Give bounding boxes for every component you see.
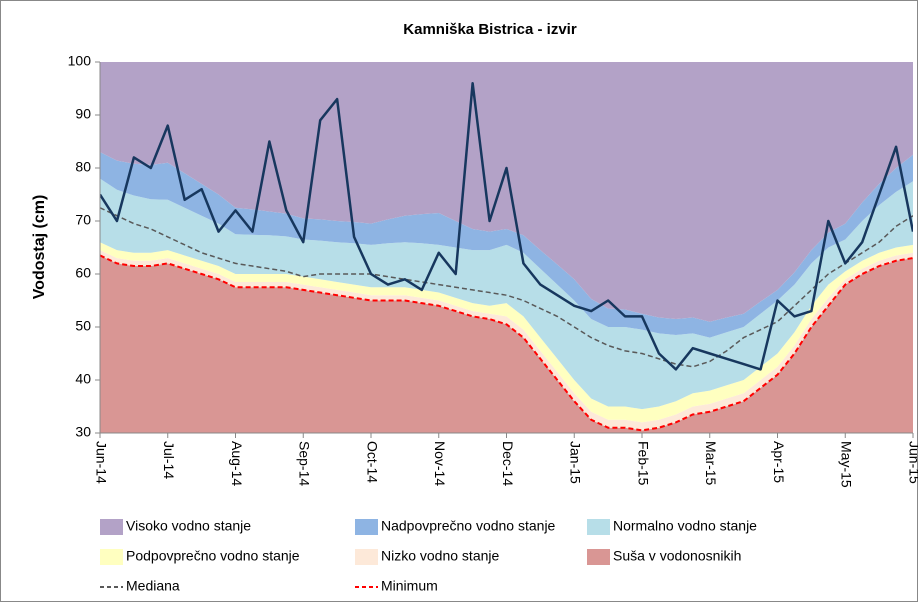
- x-tick-label: Dec-14: [500, 441, 516, 486]
- x-tick-label: Jun-15: [906, 441, 918, 484]
- legend-swatch: [100, 519, 123, 535]
- y-tick-label: 70: [75, 212, 91, 228]
- y-tick-label: 90: [75, 106, 91, 122]
- legend-label: Normalno vodno stanje: [613, 518, 757, 534]
- area-band: [100, 255, 913, 433]
- area-band: [100, 242, 913, 423]
- x-tick-label: Mar-15: [703, 441, 719, 486]
- legend-swatch: [587, 549, 610, 565]
- x-tick-label: Oct-14: [364, 441, 380, 483]
- y-tick-label: 60: [75, 265, 91, 281]
- reference-line: [100, 207, 913, 368]
- legend-swatch: [587, 519, 610, 535]
- x-tick-label: Jul-14: [161, 441, 177, 479]
- reference-line: [100, 254, 913, 432]
- y-tick-label: 30: [75, 424, 91, 440]
- plot-area: [100, 62, 913, 433]
- legend-label: Suša v vodonosnikih: [613, 548, 741, 564]
- area-band: [100, 178, 913, 410]
- water-level-line: [100, 81, 913, 371]
- area-band: [100, 152, 913, 338]
- x-tick-label: May-15: [839, 441, 855, 488]
- legend-swatch: [355, 519, 378, 535]
- y-tick-label: 40: [75, 371, 91, 387]
- x-tick-label: Apr-15: [771, 441, 787, 483]
- area-band: [100, 62, 913, 322]
- x-tick-label: Sep-14: [297, 441, 313, 486]
- axes: 30 40 50 60 70 80 90 100 Jun-14 Jul-14 Aug-14 Sep-1…: [68, 53, 918, 488]
- y-axis-label: Vodostaj (cm): [31, 195, 48, 300]
- legend: Visoko vodno stanje Nadpovprečno vodno st…: [100, 518, 757, 594]
- x-tick-label: Jan-15: [568, 441, 584, 484]
- legend-label: Nadpovprečno vodno stanje: [381, 518, 556, 534]
- legend-swatch: [355, 549, 378, 565]
- x-tick-label: Aug-14: [229, 441, 245, 486]
- legend-label: Mediana: [126, 578, 180, 594]
- x-tick-label: Feb-15: [635, 441, 651, 486]
- legend-label: Visoko vodno stanje: [126, 518, 251, 534]
- legend-label: Nizko vodno stanje: [381, 548, 500, 564]
- x-tick-label: Nov-14: [432, 441, 448, 486]
- y-tick-label: 50: [75, 318, 91, 334]
- x-tick-label: Jun-14: [93, 441, 109, 484]
- y-tick-label: 80: [75, 159, 91, 175]
- y-tick-label: 100: [68, 53, 92, 69]
- legend-label: Minimum: [381, 578, 438, 594]
- legend-label: Podpovprečno vodno stanje: [126, 548, 300, 564]
- legend-swatch: [100, 549, 123, 565]
- chart-title: Kamniška Bistrica - izvir: [403, 21, 577, 38]
